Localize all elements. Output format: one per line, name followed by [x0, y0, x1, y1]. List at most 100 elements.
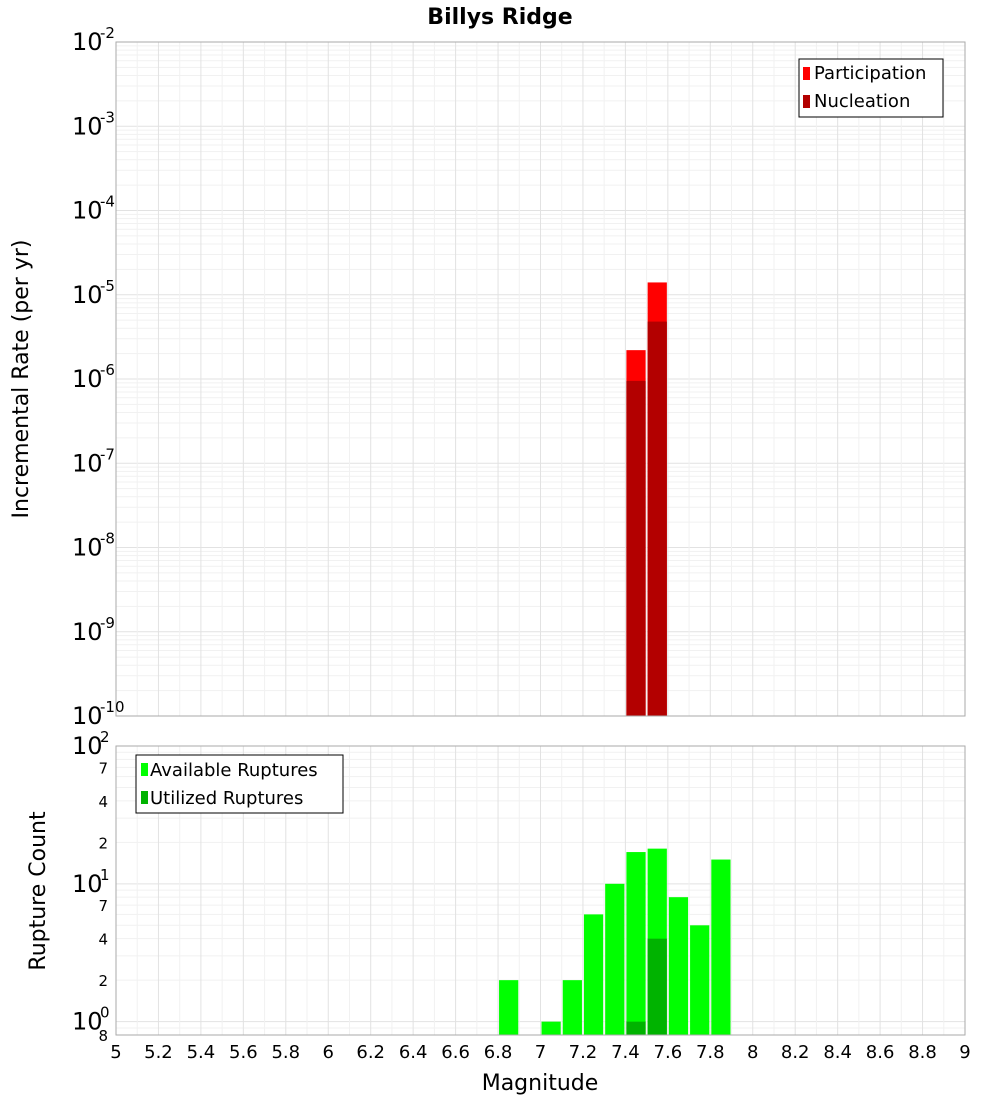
x-tick-label: 9: [959, 1042, 970, 1063]
y-tick-exponent: -5: [100, 277, 115, 295]
legend-label-available-ruptures: Available Ruptures: [150, 760, 318, 781]
rate-y-tick: 10-4: [72, 193, 115, 225]
y-tick-exponent: -6: [100, 361, 115, 379]
count-bar-available-ruptures: [668, 897, 689, 1035]
count-y-tick-minor: 4: [98, 931, 108, 949]
count-bar-available-ruptures: [541, 1021, 561, 1035]
count-y-tick-minor: 7: [98, 897, 108, 915]
x-tick-label: 8.6: [866, 1042, 895, 1063]
count-bar-available-ruptures: [690, 925, 710, 1035]
x-tick-label: 6.4: [399, 1042, 428, 1063]
count-y-tick-major: 101: [72, 866, 110, 898]
count-bar-utilized-ruptures: [626, 1021, 646, 1035]
x-tick-label: 5.4: [187, 1042, 216, 1063]
legend-swatch-participation: [803, 67, 810, 80]
x-tick-label: 7.2: [569, 1042, 598, 1063]
y-tick-base: 10: [72, 28, 103, 56]
x-tick-label: 8.2: [781, 1042, 810, 1063]
x-tick-label: 8.8: [908, 1042, 937, 1063]
y-tick-base: 10: [72, 534, 103, 562]
rate-y-tick: 10-2: [72, 24, 115, 56]
x-tick-label: 7.6: [654, 1042, 683, 1063]
y-tick-base: 10: [72, 449, 103, 477]
count-y-tick-minor: 2: [98, 834, 108, 852]
count-legend-box: [135, 754, 344, 814]
rate-y-tick: 10-5: [72, 277, 115, 309]
count-bar-available-ruptures: [499, 980, 519, 1035]
x-tick-label: 7.4: [611, 1042, 640, 1063]
count-legend: Available Ruptures Utilized Ruptures: [135, 754, 344, 814]
count-bar-available-ruptures: [583, 914, 604, 1035]
y-tick-exponent: -2: [100, 24, 115, 42]
legend-label-participation: Participation: [814, 63, 926, 84]
count-bar-available-ruptures: [626, 852, 646, 1035]
legend-label-nucleation: Nucleation: [814, 91, 910, 112]
x-tick-label: 6.8: [484, 1042, 513, 1063]
count-y-tick-minor: 4: [98, 793, 108, 811]
rate-y-tick: 10-9: [72, 614, 115, 646]
x-axis-label: Magnitude: [482, 1071, 599, 1096]
y-tick-base: 10: [72, 365, 103, 393]
rate-plot-grid: [115, 42, 966, 717]
rate-plot-bars: [626, 282, 667, 716]
y-tick-exponent: -3: [100, 108, 115, 126]
y-tick-exponent: -4: [100, 193, 115, 211]
legend-label-utilized-ruptures: Utilized Ruptures: [150, 788, 303, 809]
x-tick-label: 8.4: [823, 1042, 852, 1063]
count-bar-available-ruptures: [711, 859, 731, 1035]
y-tick-exponent: -10: [100, 698, 125, 716]
legend-swatch-available-ruptures: [141, 763, 148, 776]
count-bar-utilized-ruptures: [647, 938, 667, 1035]
y-tick-exponent: -8: [100, 530, 115, 548]
count-bar-available-ruptures: [562, 980, 582, 1035]
count-y-tick-minor: 7: [98, 759, 108, 777]
rate-legend: Participation Nucleation: [798, 58, 944, 118]
y-tick-exponent: -7: [100, 445, 115, 463]
y-tick-exponent: 0: [100, 1004, 110, 1022]
rate-y-tick: 10-6: [72, 361, 115, 393]
x-tick-label: 6.2: [356, 1042, 385, 1063]
y-tick-exponent: 1: [100, 866, 110, 884]
rate-bar-nucleation: [647, 321, 667, 716]
y-tick-exponent: 2: [100, 728, 110, 746]
rate-plot-frame: [115, 41, 966, 717]
x-tick-label: 5.2: [144, 1042, 173, 1063]
x-tick-label: 5.6: [229, 1042, 258, 1063]
y-tick-base: 10: [72, 281, 103, 309]
x-tick-label: 7.8: [696, 1042, 725, 1063]
x-tick-label: 5: [110, 1042, 121, 1063]
chart-title: Billys Ridge: [427, 5, 572, 30]
count-y-tick-major: 102: [72, 728, 110, 760]
y-tick-base: 10: [72, 732, 103, 760]
y-tick-exponent: -9: [100, 614, 115, 632]
y-tick-base: 10: [72, 702, 103, 730]
x-tick-label: 6: [323, 1042, 334, 1063]
x-tick-label: 5.8: [271, 1042, 300, 1063]
count-plot-frame: [115, 745, 966, 1036]
rate-legend-box: [798, 58, 944, 118]
rate-y-axis-label: Incremental Rate (per yr): [9, 240, 34, 519]
legend-swatch-nucleation: [803, 95, 810, 108]
rate-y-tick: 10-10: [72, 698, 125, 730]
x-tick-label: 7: [535, 1042, 546, 1063]
y-tick-base: 10: [72, 870, 103, 898]
count-bar-available-ruptures: [605, 883, 625, 1035]
x-tick-label: 6.6: [441, 1042, 470, 1063]
y-tick-base: 10: [72, 1008, 103, 1036]
rate-y-tick: 10-7: [72, 445, 115, 477]
count-plot-bars: [499, 848, 731, 1035]
y-tick-base: 10: [72, 618, 103, 646]
count-y-tick-minor: 8: [98, 1027, 108, 1045]
rate-bar-nucleation: [626, 380, 646, 716]
legend-swatch-utilized-ruptures: [141, 791, 148, 804]
count-y-tick-major: 100: [72, 1004, 110, 1036]
count-y-axis-label: Rupture Count: [26, 811, 51, 971]
rate-y-tick: 10-3: [72, 108, 115, 140]
y-tick-base: 10: [72, 197, 103, 225]
y-tick-base: 10: [72, 112, 103, 140]
